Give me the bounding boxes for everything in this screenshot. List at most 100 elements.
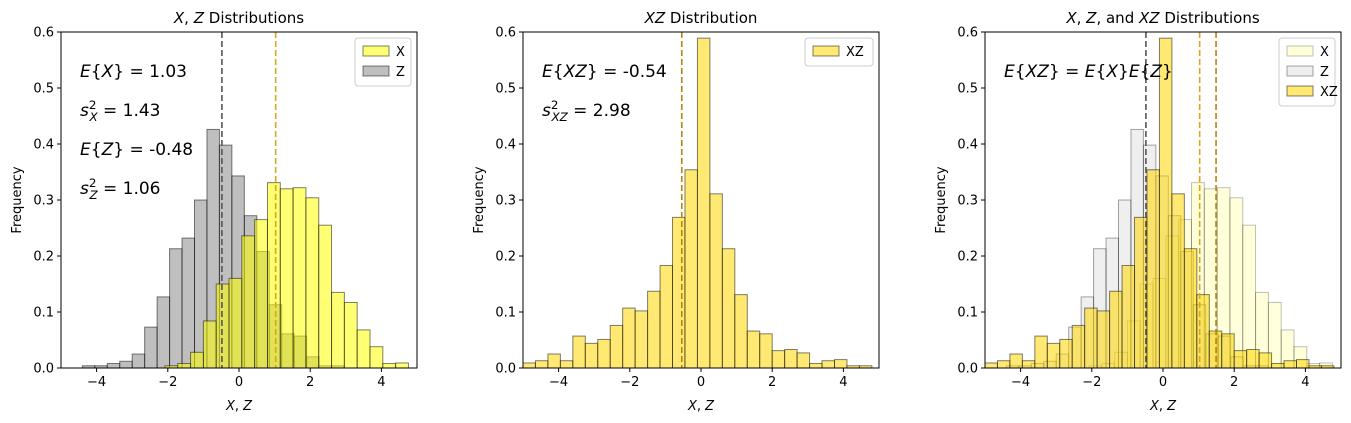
- y-axis-label: Frequency: [10, 166, 25, 233]
- y-tick-label: 0.2: [33, 250, 54, 265]
- legend-swatch-xz: [812, 45, 840, 57]
- chart-title-part: X: [173, 9, 185, 27]
- y-axis-label: Frequency: [472, 166, 487, 233]
- bar: [395, 362, 409, 368]
- annotation-part: = 1.06: [98, 179, 161, 199]
- bar: [1221, 333, 1235, 368]
- annotation-part: E: [80, 62, 91, 82]
- chart-panel-1: −4 −2 0 2 4 0.0 0.1 0.2 0.3 0.4 0.5 0.6 X, Z Distrib…: [10, 9, 418, 414]
- x-tick-label: −4: [87, 375, 106, 390]
- x-axis-label-part: Z: [1166, 399, 1177, 414]
- y-tick-label: 0.4: [33, 138, 54, 153]
- legend-label: Z: [1320, 65, 1329, 80]
- bar: [292, 187, 307, 368]
- annotation-part: X: [101, 62, 114, 82]
- bar: [1242, 224, 1257, 368]
- x-tick-label: 2: [306, 375, 314, 390]
- series-xz: [985, 37, 1335, 368]
- bar: [1267, 301, 1282, 368]
- bar: [1196, 294, 1210, 368]
- legend-swatch-z: [362, 65, 390, 77]
- plot-area: [523, 32, 873, 368]
- legend-swatch-x: [362, 45, 390, 57]
- bar: [609, 324, 624, 368]
- annotation-part: } = 1.03: [113, 62, 187, 82]
- x-tick-label: −2: [158, 375, 177, 390]
- bar: [1158, 37, 1173, 368]
- bar: [1059, 338, 1073, 368]
- y-tick-label: 0.1: [33, 306, 54, 321]
- annotation: E{Z} = -0.48: [80, 140, 193, 160]
- bar: [241, 235, 256, 368]
- bar: [331, 291, 345, 368]
- x-tick-label: 0: [1159, 375, 1167, 390]
- bar: [1171, 193, 1185, 368]
- bar: [771, 350, 786, 368]
- annotation: s2 Z = 1.06: [80, 176, 161, 202]
- bar: [572, 335, 586, 368]
- chart-title-part: XZ: [1138, 9, 1160, 27]
- annotation-part: }: [1162, 62, 1173, 82]
- annotation-part: X: [88, 110, 98, 124]
- bar: [1146, 169, 1160, 368]
- chart-title: X, Z, and XZ Distributions: [1065, 9, 1259, 27]
- bar: [597, 338, 611, 368]
- bar: [759, 333, 773, 368]
- bar: [1121, 265, 1136, 368]
- y-tick-label: 0.4: [957, 138, 978, 153]
- annotation-part: XZ: [1025, 62, 1050, 82]
- x-axis-label-part: Z: [242, 399, 253, 414]
- x-tick-label: −2: [620, 375, 639, 390]
- bar: [684, 169, 698, 368]
- bar: [534, 360, 549, 368]
- annotation-part: XZ: [550, 110, 568, 124]
- chart-title-part: Z: [1085, 9, 1097, 27]
- bar: [721, 248, 736, 368]
- bar: [809, 363, 823, 368]
- y-tick-label: 0.2: [495, 250, 516, 265]
- bar: [1258, 352, 1273, 368]
- annotation-part: = 2.98: [568, 101, 631, 121]
- bar: [547, 353, 561, 368]
- bar: [1233, 350, 1248, 368]
- x-axis-label-part: X: [687, 399, 698, 414]
- x-tick-label: 0: [235, 375, 243, 390]
- bar: [659, 265, 674, 368]
- annotation-part: s: [80, 179, 89, 199]
- bar: [228, 277, 243, 368]
- bar: [369, 346, 384, 368]
- annotation: E{XZ} = -0.54: [542, 62, 667, 82]
- chart-panel-3: −4 −2 0 2 40.00.10.20.30.40.50.6X, Z, and XZ…: [934, 9, 1342, 414]
- x-axis-label: X, Z: [1149, 399, 1177, 414]
- bar: [672, 216, 686, 368]
- bar: [734, 294, 748, 368]
- y-tick-label: 0.1: [957, 306, 978, 321]
- bar: [1109, 290, 1123, 368]
- chart-title-part: , and: [1096, 9, 1139, 27]
- annotation-part: XZ: [563, 62, 588, 82]
- bar: [985, 362, 998, 368]
- chart-title-part: ,: [184, 9, 194, 27]
- x-axis-label-part: X: [1149, 399, 1160, 414]
- x-tick-label: −2: [1082, 375, 1101, 390]
- series-xz: [523, 37, 873, 368]
- bar: [746, 330, 761, 368]
- legend-label: X: [1320, 45, 1329, 60]
- annotation-part: {: [91, 62, 102, 82]
- annotation-part: s: [80, 101, 89, 121]
- annotation: s2 X = 1.43: [80, 98, 161, 124]
- x-axis-label-part: ,: [697, 399, 705, 414]
- bar: [584, 342, 599, 368]
- bar: [305, 197, 320, 368]
- plot-area: [985, 32, 1335, 368]
- bar: [1283, 360, 1298, 368]
- bar: [1320, 365, 1335, 368]
- y-tick-label: 0.6: [957, 26, 978, 41]
- annotation: s2 XZ = 2.98: [542, 98, 631, 124]
- legend-label: Z: [396, 65, 405, 80]
- x-tick-label: 2: [768, 375, 776, 390]
- x-tick-label: 2: [1230, 375, 1238, 390]
- bar: [119, 360, 133, 368]
- annotation-part: 2: [89, 176, 97, 190]
- legend: XZ XZ: [1278, 37, 1338, 107]
